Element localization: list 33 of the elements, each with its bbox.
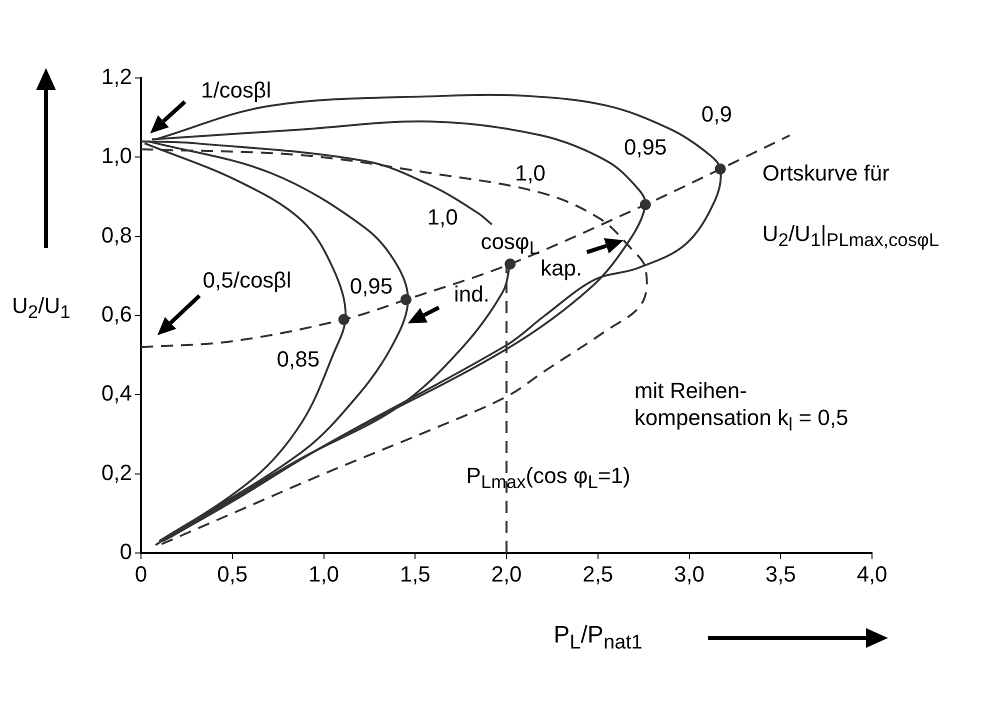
x-tick-label: 1,5 [400,561,430,586]
x-tick-label: 0,5 [217,561,248,586]
x-axis-title: P$_{L}$/P$_{nat1}$ [554,622,642,654]
annotation: Ortskurve für [762,160,890,186]
x-tick-label: 3,0 [674,561,705,586]
annotation: U$_{2}$/U$_{1}$|$_{PLmax,cosφL}$ [762,221,940,251]
x-tick-label: 2,5 [582,561,614,586]
annotation: 0,5/cosβl [202,267,292,292]
y-tick-label: 1,2 [101,64,132,90]
y-axis-title: U$_{2}$/U$_{1}$ [12,292,70,322]
x-tick-label: 3,5 [765,561,796,586]
annotation: 1,0 [427,204,458,229]
y-tick-label: 0,8 [101,222,132,248]
x-tick-label: 1,0 [308,561,340,586]
y-tick-label: 0,2 [101,460,132,485]
annotation: ind. [454,280,490,306]
y-tick-label: 1,0 [101,143,132,168]
y-tick-label: 0,4 [101,380,132,406]
annotation: 1,0 [514,160,546,186]
annotation: P$_{Lmax}$(cos φ$_{L}$=1) [466,462,630,492]
annotation: mit Reihen- kompensation k$_{l}$ = 0,5 [634,378,848,435]
y-tick-label: 0,6 [101,302,132,327]
annotation: 1/cosβl [200,77,272,102]
x-tick-label: 4,0 [856,561,888,586]
annotation: 0,85 [276,346,320,372]
x-tick-label: 0 [134,561,148,586]
annotation: 0,95 [350,273,393,298]
annotation: cosφ$_{L}$ [480,229,540,258]
annotation: kap. [540,255,582,280]
x-tick-label: 2,0 [491,561,522,586]
annotation: 0,95 [624,134,667,160]
annotation: 0,9 [701,100,732,126]
y-tick-label: 0 [120,539,132,564]
